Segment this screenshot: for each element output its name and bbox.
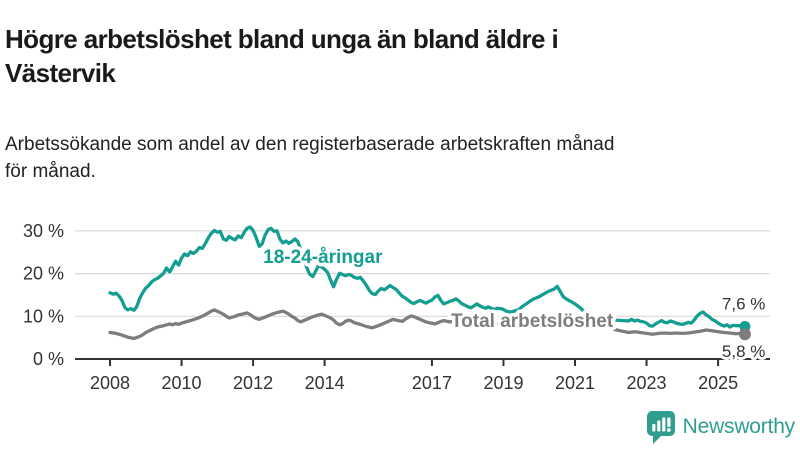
x-tick-label: 2025	[698, 373, 738, 393]
subtitle-line-1: Arbetssökande som andel av den registerb…	[5, 134, 615, 155]
title-line-1: Högre arbetslöshet bland unga än bland ä…	[5, 24, 559, 55]
newsworthy-bubble-chart-icon	[646, 410, 675, 444]
x-tick-label: 2021	[555, 373, 595, 393]
series-line-18-24-ringar	[108, 225, 747, 329]
x-tick-label: 2008	[90, 373, 130, 393]
y-tick-label: 0 %	[33, 349, 64, 369]
title-line-2: Västervik	[5, 58, 116, 89]
series-label-total-arbetsl-shet: Total arbetslöshet	[451, 311, 614, 332]
y-tick-label: 20 %	[23, 264, 64, 284]
chart-subtitle: Arbetssökande som andel av den registerb…	[5, 131, 790, 185]
x-tick-label: 2014	[305, 373, 345, 393]
y-tick-label: 10 %	[23, 306, 64, 326]
x-tick-label: 2019	[483, 373, 523, 393]
x-tick-label: 2017	[412, 373, 452, 393]
y-tick-label: 30 %	[23, 221, 64, 241]
x-tick-label: 2010	[162, 373, 202, 393]
series-end-value-label: 7,6 %	[722, 295, 765, 314]
newsworthy-logo: Newsworthy	[646, 408, 795, 446]
series-line-total-arbetsl-shet	[108, 308, 747, 341]
series-end-dot	[738, 328, 751, 341]
series-end-value-label: 5,8 %	[722, 342, 765, 361]
x-tick-label: 2012	[233, 373, 273, 393]
series-label-18-24-ringar: 18-24-åringar	[263, 247, 383, 268]
newsworthy-wordmark: Newsworthy	[682, 415, 796, 438]
x-tick-label: 2023	[627, 373, 667, 393]
subtitle-line-2: för månad.	[5, 161, 96, 182]
page-title: Högre arbetslöshet bland unga än bland ä…	[5, 22, 790, 90]
